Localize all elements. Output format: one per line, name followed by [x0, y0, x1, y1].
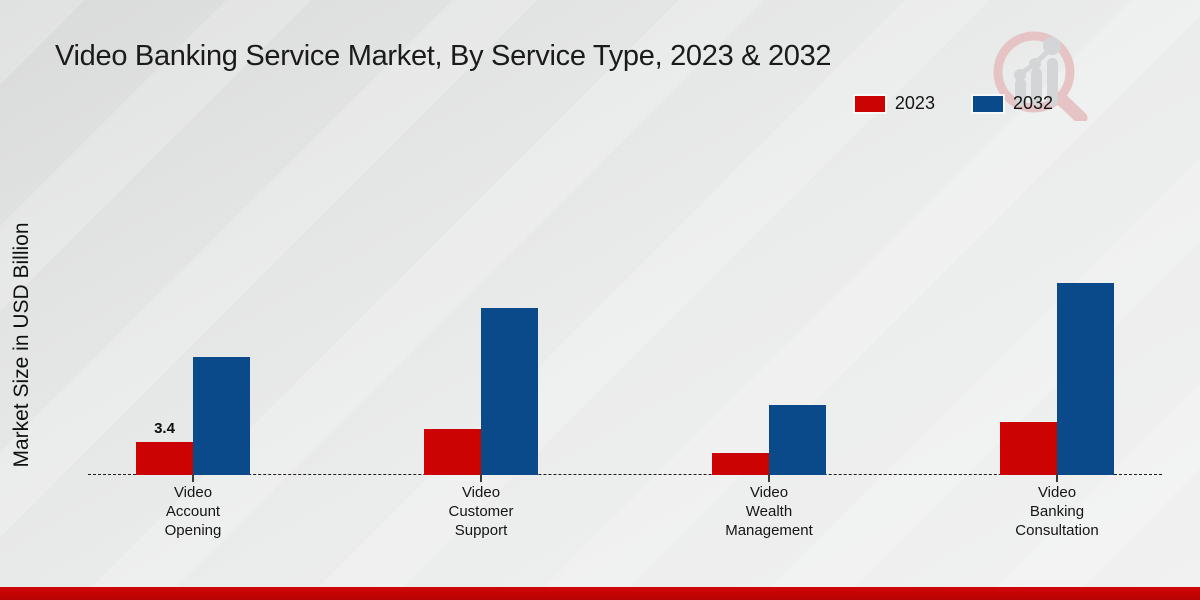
- bar-2023-video-wealth-management: [712, 453, 769, 475]
- x-axis-tick: [1056, 475, 1058, 482]
- legend-item-2023: 2023: [854, 93, 935, 114]
- x-axis-baseline: [88, 474, 1162, 475]
- legend-label-2023: 2023: [894, 93, 935, 113]
- x-axis-tick: [480, 475, 482, 482]
- chart-title: Video Banking Service Market, By Service…: [55, 40, 832, 72]
- x-axis-tick: [192, 475, 194, 482]
- bar-2023-video-account-opening: [136, 442, 193, 475]
- bar-2032-video-banking-consultation: [1057, 283, 1114, 475]
- bar-value-label-2023: 3.4: [154, 420, 175, 437]
- legend-swatch-2032: [972, 95, 1003, 112]
- bar-2032-video-wealth-management: [769, 405, 826, 475]
- legend-label-2032: 2032: [1012, 93, 1053, 113]
- bar-2023-video-banking-consultation: [1000, 422, 1057, 475]
- legend-item-2032: 2032: [972, 93, 1053, 114]
- category-label-video-account-opening: Video Account Opening: [164, 484, 222, 539]
- x-axis-tick: [768, 475, 770, 482]
- category-label-video-wealth-management: Video Wealth Management: [725, 484, 813, 539]
- category-label-video-banking-consultation: Video Banking Consultation: [1015, 484, 1099, 539]
- bar-2032-video-account-opening: [193, 357, 250, 475]
- bar-2023-video-customer-support: [424, 429, 481, 475]
- category-label-video-customer-support: Video Customer Support: [448, 484, 514, 539]
- bar-2032-video-customer-support: [481, 308, 538, 475]
- legend-swatch-2023: [854, 95, 885, 112]
- footer-accent-bar: [0, 587, 1200, 600]
- legend: 2023 2032: [854, 93, 1053, 114]
